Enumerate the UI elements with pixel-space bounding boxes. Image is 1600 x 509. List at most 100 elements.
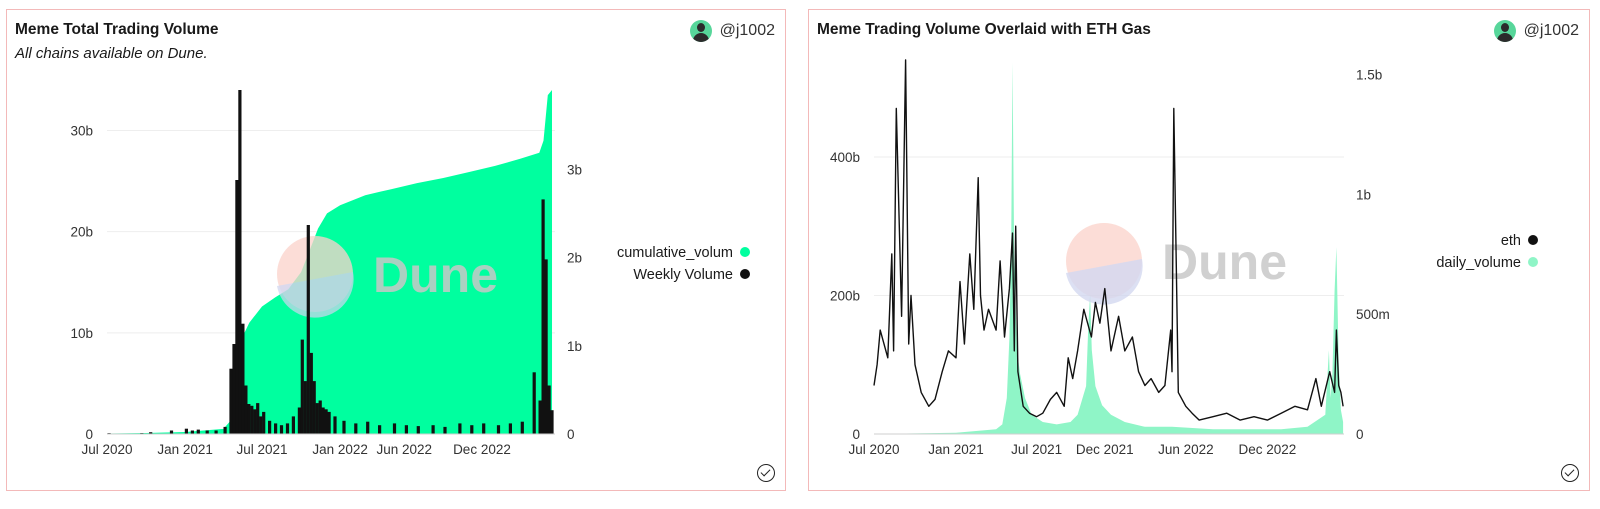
bar[interactable] — [470, 425, 474, 434]
bar[interactable] — [544, 259, 548, 434]
x-tick: Jun 2022 — [1158, 442, 1214, 457]
y-left-tick: 400b — [830, 150, 860, 165]
y-right-tick: 1b — [1356, 187, 1371, 202]
y-left-tick: 200b — [830, 288, 860, 303]
bar[interactable] — [268, 420, 272, 434]
bar[interactable] — [262, 411, 266, 434]
x-tick: Jun 2022 — [376, 442, 432, 457]
bar[interactable] — [324, 409, 328, 434]
bar[interactable] — [416, 426, 420, 434]
bar[interactable] — [238, 90, 242, 434]
bar[interactable] — [285, 423, 290, 434]
legend-swatch[interactable] — [1528, 257, 1538, 267]
bar[interactable] — [205, 430, 209, 435]
y-right-tick: 0 — [567, 427, 575, 442]
bar[interactable] — [342, 420, 346, 434]
bar[interactable] — [431, 425, 435, 434]
legend-swatch[interactable] — [1528, 235, 1538, 245]
author-link[interactable]: @j1002 — [1493, 19, 1579, 43]
chart-card-eth-gas: Meme Trading Volume Overlaid with ETH Ga… — [808, 9, 1590, 491]
bar[interactable] — [259, 416, 263, 434]
bar[interactable] — [541, 199, 545, 434]
bar[interactable] — [279, 425, 284, 434]
bar[interactable] — [496, 425, 501, 434]
y-left-tick: 10b — [70, 326, 93, 341]
watermark-text: Dune — [373, 247, 498, 303]
x-tick: Jul 2020 — [81, 442, 132, 457]
bar[interactable] — [303, 381, 307, 434]
x-tick: Dec 2022 — [1238, 442, 1296, 457]
bar[interactable] — [250, 405, 254, 434]
bar[interactable] — [274, 423, 278, 434]
bar[interactable] — [378, 425, 382, 434]
author-handle: @j1002 — [1523, 22, 1579, 39]
bar[interactable] — [291, 416, 295, 434]
avatar — [689, 20, 712, 42]
bar[interactable] — [318, 400, 322, 435]
bar[interactable] — [244, 385, 248, 435]
author-link[interactable]: @j1002 — [689, 19, 775, 43]
bar[interactable] — [354, 423, 358, 434]
bar[interactable] — [366, 421, 370, 434]
volume-eth-gas-chart: 0 200b 400b 0 500m 1b 1.5b Jul 2020 Jan 2021 Jul … — [830, 59, 1538, 457]
x-tick: Jul 2020 — [848, 442, 899, 457]
x-tick: Jan 2021 — [157, 442, 213, 457]
watermark-text: Dune — [1162, 234, 1287, 290]
bar[interactable] — [149, 432, 153, 434]
x-tick: Dec 2021 — [1076, 442, 1134, 457]
bar[interactable] — [482, 423, 486, 434]
bar[interactable] — [300, 339, 304, 434]
bar[interactable] — [229, 368, 233, 434]
y-right-tick: 2b — [567, 251, 582, 266]
bar[interactable] — [306, 225, 310, 434]
bar[interactable] — [309, 352, 313, 434]
check-circle-icon[interactable] — [757, 464, 775, 482]
y-right-tick: 0 — [1356, 427, 1364, 442]
bar[interactable] — [256, 403, 260, 434]
bar[interactable] — [458, 423, 462, 434]
bar[interactable] — [297, 407, 301, 435]
bar[interactable] — [443, 426, 447, 434]
bar[interactable] — [241, 323, 245, 434]
bar[interactable] — [184, 428, 188, 434]
bar[interactable] — [404, 425, 408, 434]
bar[interactable] — [196, 429, 200, 434]
chart-title: Meme Total Trading Volume — [15, 21, 219, 38]
chart-title: Meme Trading Volume Overlaid with ETH Ga… — [817, 21, 1151, 38]
x-tick: Jul 2021 — [236, 442, 287, 457]
bar[interactable] — [315, 403, 319, 434]
bar[interactable] — [223, 426, 227, 434]
chart-subtitle: All chains available on Dune. — [15, 45, 208, 62]
legend-swatch[interactable] — [740, 269, 750, 279]
bar[interactable] — [392, 423, 397, 434]
legend-label: daily_volume — [1436, 255, 1521, 271]
y-right-tick: 1b — [567, 339, 582, 354]
legend-swatch[interactable] — [740, 247, 750, 257]
bar[interactable] — [550, 410, 554, 434]
bar[interactable] — [169, 430, 174, 435]
legend-label: Weekly Volume — [633, 267, 733, 283]
y-right-tick: 1.5b — [1356, 67, 1382, 82]
bar[interactable] — [214, 430, 218, 435]
series-line-eth[interactable] — [873, 59, 1344, 421]
bar[interactable] — [312, 381, 316, 434]
bar[interactable] — [190, 430, 194, 435]
total-volume-chart: 0 10b 20b 30b 0 1b 2b 3b Jul 2020 Jan 2021 Jul 202… — [70, 90, 750, 457]
bar[interactable] — [321, 407, 325, 435]
bar[interactable] — [538, 400, 542, 435]
x-tick: Jan 2022 — [312, 442, 368, 457]
bar[interactable] — [333, 416, 337, 434]
bar[interactable] — [520, 421, 524, 434]
bar[interactable] — [247, 404, 251, 434]
check-circle-icon[interactable] — [1561, 464, 1579, 482]
bar[interactable] — [253, 409, 257, 434]
bar[interactable] — [547, 385, 551, 435]
x-tick: Dec 2022 — [453, 442, 511, 457]
bar[interactable] — [508, 423, 512, 434]
bar[interactable] — [532, 372, 536, 434]
y-left-tick: 0 — [852, 427, 860, 442]
bar[interactable] — [232, 344, 236, 434]
bar[interactable] — [235, 180, 239, 434]
y-right-tick: 3b — [567, 162, 582, 177]
bar[interactable] — [327, 411, 331, 434]
